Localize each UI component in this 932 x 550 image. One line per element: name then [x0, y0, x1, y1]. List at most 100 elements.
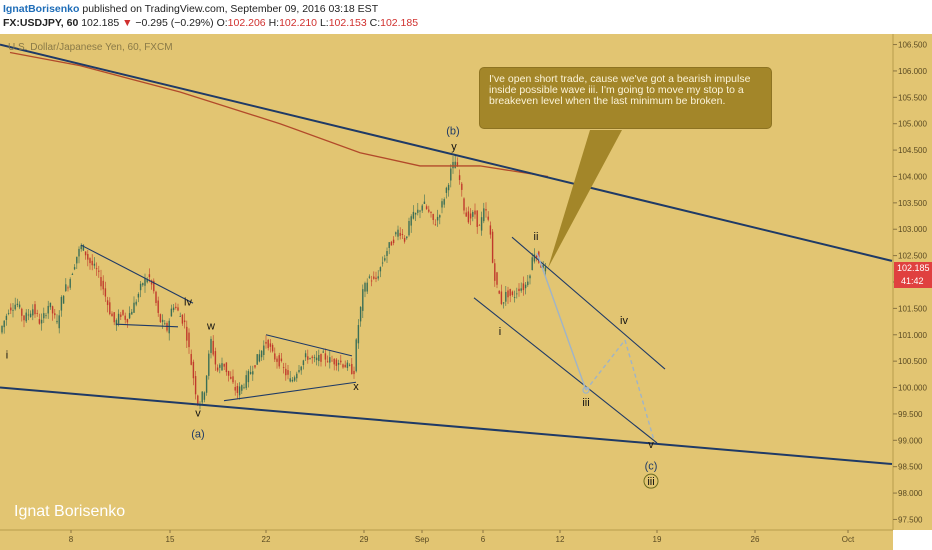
- candle-body: [137, 293, 140, 298]
- author-link[interactable]: IgnatBorisenko: [3, 3, 80, 15]
- candle-body: [67, 287, 69, 289]
- candle-body: [421, 205, 423, 211]
- candle-body: [69, 279, 71, 288]
- candle-body: [417, 209, 419, 213]
- candle-body: [386, 251, 388, 256]
- low-label: L:: [319, 17, 329, 29]
- candle-body: [126, 319, 129, 323]
- candle-body: [285, 368, 287, 376]
- candle-body: [445, 187, 448, 193]
- candle-body: [370, 280, 373, 282]
- candle-body: [236, 385, 239, 393]
- candle-body: [326, 361, 329, 363]
- candle-body: [483, 208, 485, 222]
- candle-body: [175, 306, 177, 308]
- candle-body: [25, 312, 27, 322]
- candle-body: [267, 339, 269, 349]
- x-tick-label: 19: [653, 535, 662, 544]
- x-tick-label: 29: [360, 535, 369, 544]
- wave-label: ii: [534, 231, 539, 243]
- candle-body: [337, 362, 340, 365]
- high-value: 102.210: [279, 17, 318, 29]
- y-tick-label: 101.000: [898, 331, 927, 340]
- candle-body: [423, 201, 426, 204]
- candle-body: [529, 275, 531, 279]
- high-label: H:: [268, 17, 280, 29]
- candle-body: [329, 357, 331, 363]
- candle-body: [318, 355, 320, 362]
- candle-body: [450, 168, 452, 181]
- circled-wave-marker: [643, 473, 659, 489]
- candle-body: [148, 274, 151, 278]
- candle-body: [311, 356, 313, 358]
- candle-body: [168, 320, 170, 334]
- candle-body: [29, 313, 32, 318]
- y-tick-label: 98.500: [898, 463, 923, 472]
- low-value: 102.153: [328, 17, 367, 29]
- candle-body: [333, 358, 335, 365]
- candle-body: [93, 263, 96, 266]
- time-axis: [0, 530, 893, 550]
- candle-body: [21, 308, 23, 316]
- trendline: [80, 244, 194, 304]
- candle-body: [434, 224, 437, 226]
- candle-body: [172, 307, 175, 311]
- publish-line: IgnatBorisenko published on TradingView.…: [3, 3, 378, 15]
- candle-body: [491, 231, 494, 263]
- candle-body: [397, 229, 399, 237]
- candle-body: [76, 256, 78, 264]
- trade-note-callout[interactable]: I've open short trade, cause we've got a…: [479, 67, 772, 129]
- candle-body: [65, 284, 67, 291]
- trendline: [223, 381, 357, 402]
- candle-body: [183, 320, 186, 323]
- ohlc-line: FX:USDJPY, 60 102.185 ▼ −0.295 (−0.29%) …: [3, 17, 418, 29]
- moving-average-line: [9, 51, 549, 178]
- candle-body: [164, 323, 166, 325]
- candle-body: [362, 289, 364, 311]
- candle-body: [485, 209, 487, 211]
- trendline: [265, 334, 353, 357]
- candle-body: [375, 277, 377, 280]
- candle-body: [388, 242, 390, 248]
- candle-body: [12, 309, 14, 311]
- publish-info: published on TradingView.com, September …: [79, 3, 379, 15]
- candle-body: [254, 365, 256, 368]
- candle-body: [458, 175, 461, 181]
- candle-body: [256, 354, 258, 365]
- candle-body: [346, 362, 349, 368]
- candle-body: [192, 361, 195, 379]
- y-tick-label: 106.000: [898, 67, 927, 76]
- candle-body: [109, 302, 111, 315]
- candle-body: [43, 313, 45, 319]
- candle-body: [456, 162, 459, 167]
- x-tick-label: 22: [262, 535, 271, 544]
- last-price-tag: 102.185: [894, 262, 932, 275]
- candle-body: [98, 270, 100, 272]
- candle-body: [131, 311, 133, 315]
- candle-body: [238, 386, 241, 396]
- candle-body: [276, 358, 278, 362]
- candle-body: [381, 262, 384, 264]
- candle-body: [14, 304, 16, 310]
- candle-body: [348, 364, 351, 366]
- candle-body: [113, 312, 115, 323]
- candle-body: [353, 370, 355, 375]
- candle-body: [410, 216, 412, 226]
- symbol-label[interactable]: FX:USDJPY, 60: [3, 17, 79, 29]
- projection-segment: [624, 339, 655, 441]
- wave-label: v: [195, 408, 201, 420]
- bar-countdown-tag: 41:42: [894, 275, 932, 288]
- wave-label: i: [6, 350, 8, 362]
- candle-body: [465, 212, 467, 217]
- y-tick-label: 100.500: [898, 357, 927, 366]
- candle-body: [463, 198, 465, 211]
- candle-body: [513, 297, 516, 298]
- candle-body: [392, 239, 395, 244]
- y-tick-label: 102.500: [898, 252, 927, 261]
- candle-body: [179, 316, 181, 317]
- trendline: [511, 236, 666, 370]
- wave-label: v: [648, 439, 654, 451]
- down-arrow-icon: ▼: [122, 17, 133, 29]
